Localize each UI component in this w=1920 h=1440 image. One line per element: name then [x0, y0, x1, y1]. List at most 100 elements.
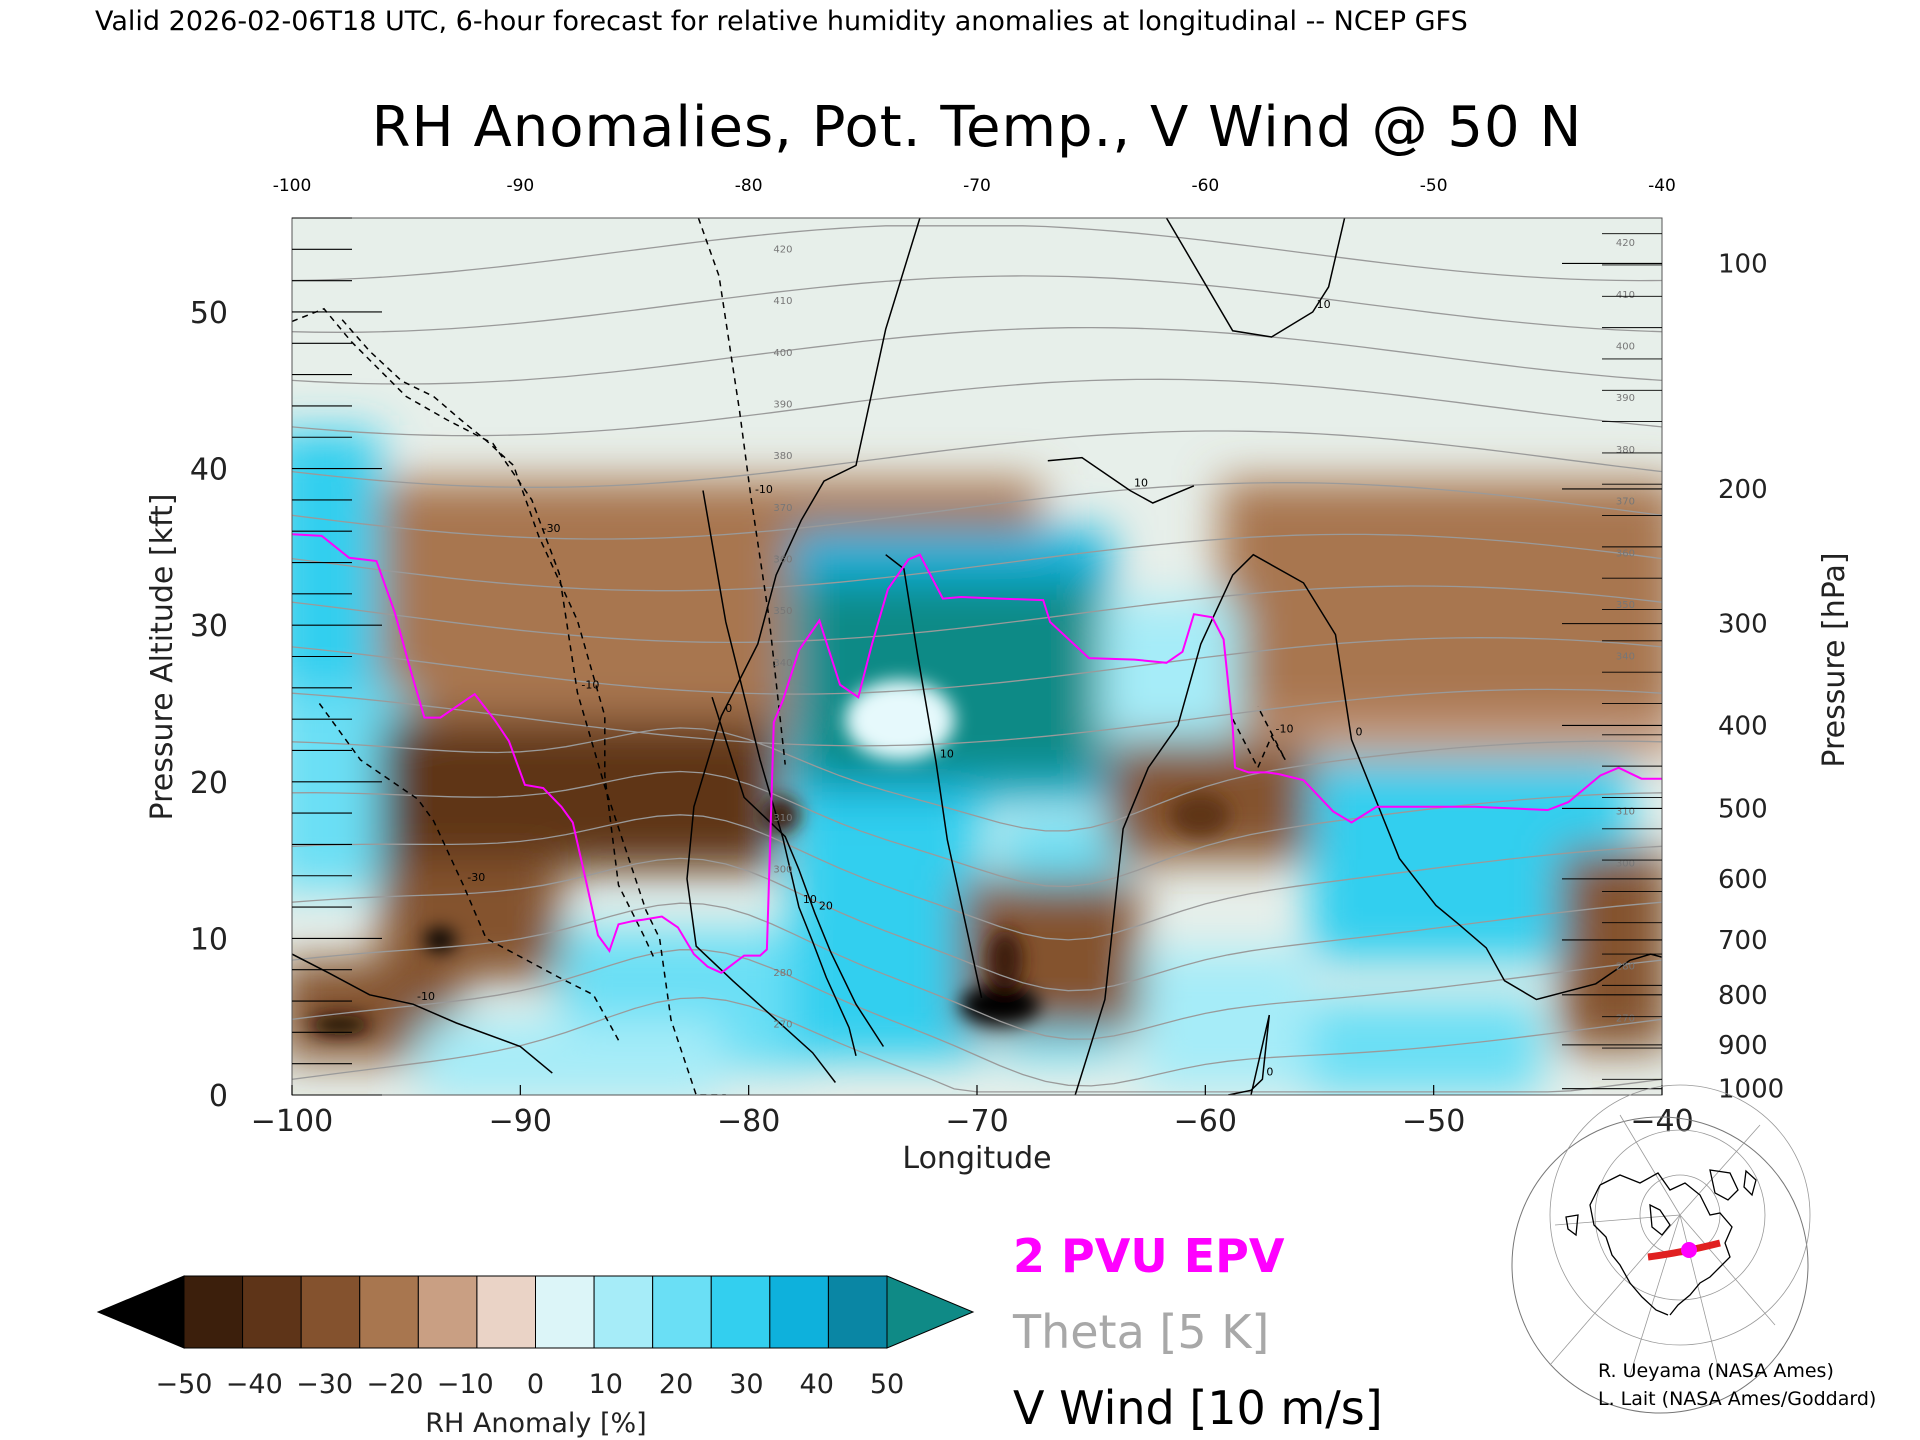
colorbar-tick-label: −10: [437, 1369, 494, 1400]
theta-label-340: 340: [773, 658, 792, 669]
theta-contours: [292, 225, 1662, 1093]
theta-contour-310: [292, 770, 1662, 888]
theta-contour-360: [292, 533, 1662, 592]
top-tick-label: -50: [1420, 176, 1448, 196]
v-wind-label-7: 20: [819, 899, 833, 912]
v-wind-contour-3: [697, 218, 786, 765]
theta-label-420: 420: [773, 244, 792, 255]
theta-contour-400: [292, 326, 1662, 385]
v-wind-label-6: 10: [803, 893, 817, 906]
theta-contour-370: [292, 482, 1662, 540]
epv-2pvu-line: [292, 533, 1662, 974]
y-tick-label: 50: [190, 296, 228, 331]
v-wind-label-11: 10: [1317, 298, 1331, 311]
theta-contour-labels: 270 270 280 280 300 300 310 310 340 340 350 350 360 3…: [773, 238, 1635, 1030]
colorbar-tick-label: 10: [589, 1369, 623, 1400]
v-wind-contour-1: [292, 307, 726, 1095]
header-text: Valid 2026-02-06T18 UTC, 6-hour forecast…: [95, 6, 1468, 37]
theta-label-400: 400: [773, 348, 792, 359]
colorbar-segment: [827, 1275, 888, 1349]
theta-contour-380: [292, 430, 1662, 488]
pressure-tick-label: 100: [1718, 249, 1768, 279]
v-wind-label-1: -10: [581, 679, 599, 692]
colorbar-segment: [593, 1275, 654, 1349]
theta-label-right-360: 360: [1616, 548, 1635, 559]
v-wind-contour-5: [686, 218, 921, 1083]
y-tick-label: 30: [190, 609, 228, 644]
pressure-tick-label: 600: [1718, 865, 1768, 895]
top-tick-label: -60: [1191, 176, 1219, 196]
colorbar-tick-label: −50: [156, 1369, 213, 1400]
theta-label-370: 370: [773, 503, 792, 514]
colorbar-segment: [710, 1275, 771, 1349]
colorbar-segment: [359, 1275, 419, 1349]
v-wind-label-0: -30: [543, 522, 561, 535]
theta-label-right-390: 390: [1616, 393, 1635, 404]
theta-label-380: 380: [773, 451, 792, 462]
theta-label-right-420: 420: [1616, 238, 1635, 249]
x-axis-label: Longitude: [902, 1141, 1051, 1176]
colorbar-tick-label: −40: [226, 1369, 283, 1400]
x-tick-label: −90: [489, 1104, 552, 1139]
colorbar-segment: [242, 1275, 302, 1349]
colorbar-low-arrow: [96, 1275, 185, 1349]
v-wind-contour-9: [1074, 553, 1662, 1095]
colorbar-segment: [535, 1275, 595, 1349]
y-tick-label: 20: [190, 766, 228, 801]
pressure-tick-label: 1000: [1718, 1075, 1784, 1105]
pressure-tick-label: 900: [1718, 1031, 1768, 1061]
theta-contour-320: [292, 727, 1662, 832]
colorbar-segment: [300, 1275, 361, 1349]
legend-v-wind: V Wind [10 m/s]: [1013, 1381, 1383, 1435]
y-tick-label: 0: [209, 1079, 228, 1114]
credit-line-1: R. Ueyama (NASA Ames): [1598, 1360, 1834, 1382]
colorbar: −50 −40 −30 −20 −10 0 10 20 30 40 50: [96, 1275, 975, 1400]
theta-contour-300: [292, 814, 1662, 941]
pressure-tick-label: 700: [1718, 926, 1768, 956]
theta-label-right-310: 310: [1616, 807, 1635, 818]
y-axis: 0 10 20 30 40 50: [190, 217, 382, 1114]
theta-contour-340: [292, 637, 1662, 695]
colorbar-tick-label: 40: [800, 1369, 834, 1400]
theta-label-right-410: 410: [1616, 290, 1635, 301]
pressure-tick-label: 500: [1718, 794, 1768, 824]
colorbar-tick-label: 30: [729, 1369, 763, 1400]
theta-contour-270: [292, 949, 1662, 1087]
theta-label-280: 280: [773, 968, 792, 979]
top-tick-label: -40: [1648, 176, 1676, 196]
v-wind-contour-6: [702, 490, 857, 1056]
pressure-axis: 100 200 300 400 500 600 700 800 900 1000: [1562, 233, 1784, 1105]
theta-contour-350: [292, 585, 1662, 644]
colorbar-tick-label: −30: [296, 1369, 353, 1400]
v-wind-contour-13: [1228, 1014, 1271, 1095]
chart-title: RH Anomalies, Pot. Temp., V Wind @ 50 N: [372, 95, 1583, 160]
theta-contour-410: [292, 275, 1662, 333]
pressure-tick-label: 200: [1718, 475, 1768, 505]
x-tick-label: −50: [1402, 1104, 1465, 1139]
colorbar-high-arrow: [886, 1275, 975, 1349]
top-tick-label: -80: [735, 176, 763, 196]
colorbar-segment: [417, 1275, 478, 1349]
top-axis: -100 -90 -80 -70 -60 -50 -40: [273, 176, 1676, 196]
theta-label-right-380: 380: [1616, 445, 1635, 456]
theta-label-right-280: 280: [1616, 962, 1635, 973]
theta-label-right-400: 400: [1616, 342, 1635, 353]
credit-line-2: L. Lait (NASA Ames/Goddard): [1598, 1388, 1876, 1410]
theta-label-right-350: 350: [1616, 600, 1635, 611]
theta-label-310: 310: [773, 813, 792, 824]
pressure-axis-label: Pressure [hPa]: [1817, 552, 1852, 767]
pressure-tick-label: 800: [1718, 981, 1768, 1011]
v-wind-label-10: 10: [1134, 476, 1148, 489]
theta-label-390: 390: [773, 399, 792, 410]
theta-label-350: 350: [773, 606, 792, 617]
v-wind-contour-11: [1165, 218, 1346, 338]
rh-anomaly-field: 270 270 280 280 300 300 310 310 340 340 350 350 360 3…: [292, 218, 1662, 1095]
colorbar-label: RH Anomaly [%]: [425, 1408, 646, 1439]
x-tick-label: −100: [251, 1104, 333, 1139]
v-wind-contour-10: [1047, 456, 1195, 504]
v-wind-label-9: 0: [1355, 726, 1362, 739]
v-wind-label-2: -30: [467, 871, 485, 884]
colorbar-tick-label: 50: [870, 1369, 904, 1400]
